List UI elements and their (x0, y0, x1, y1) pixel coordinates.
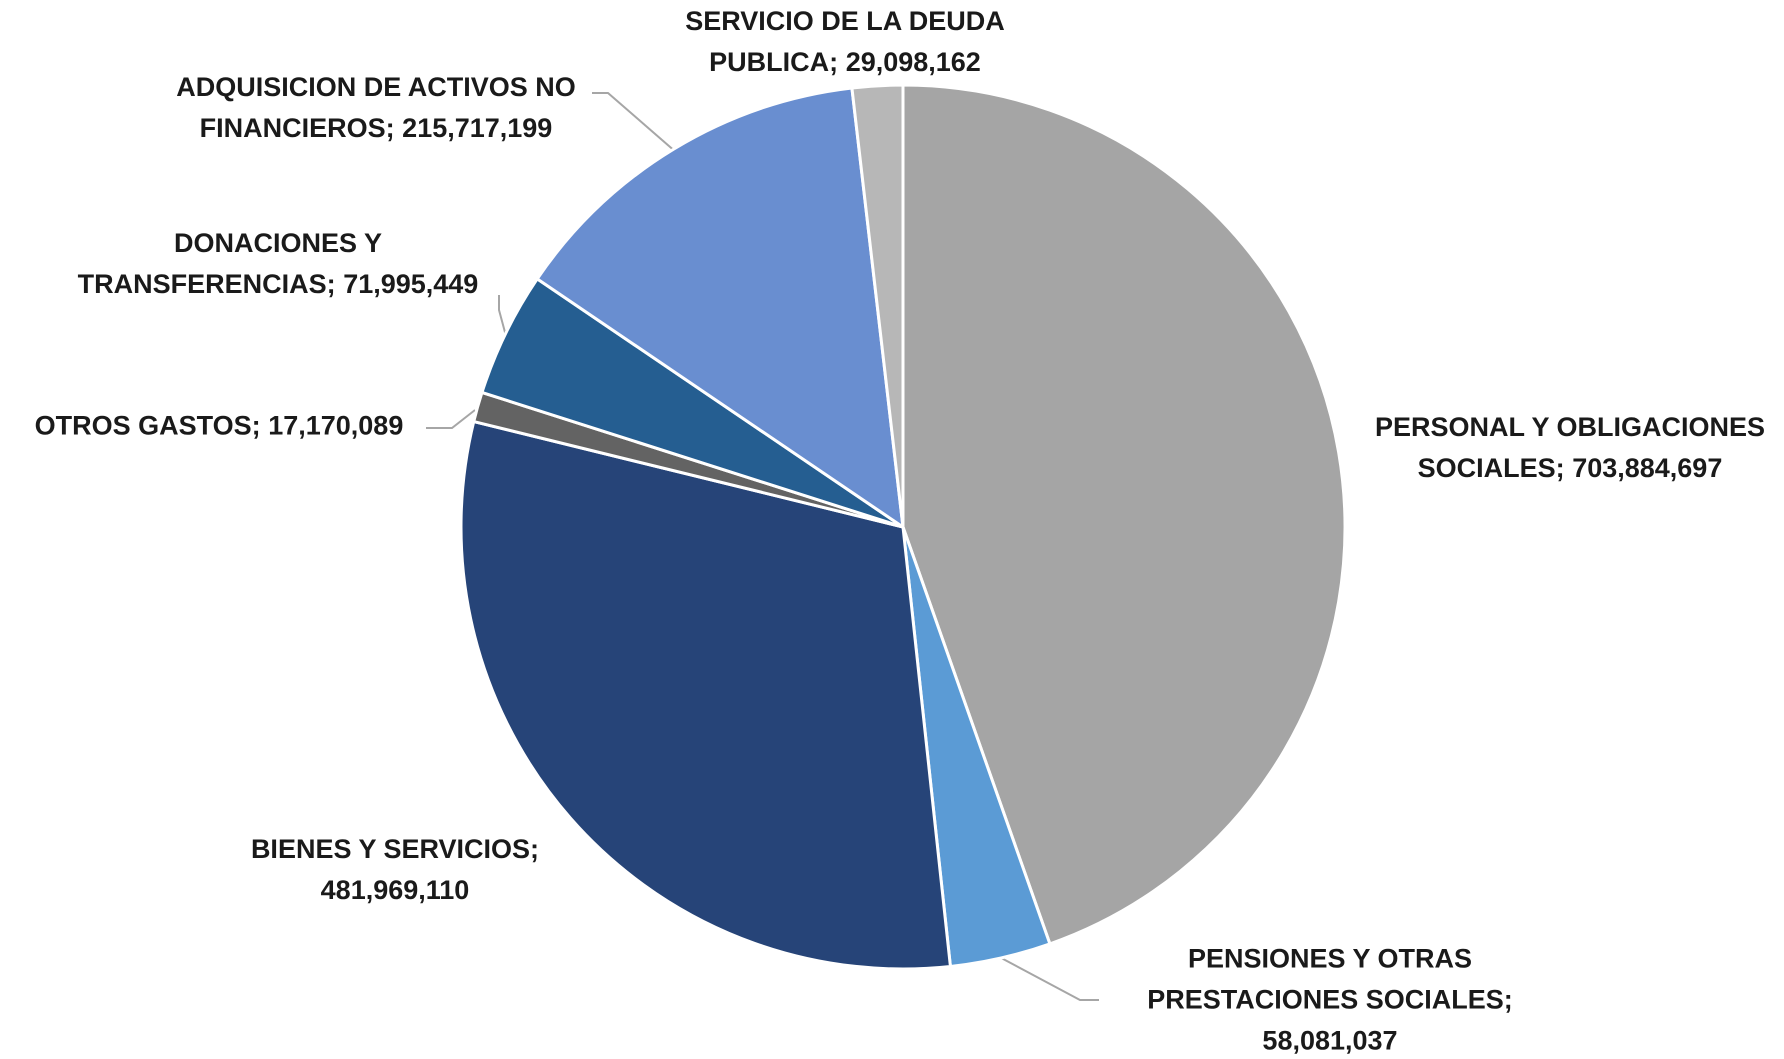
leader-line (592, 92, 678, 154)
pie-slice (901, 83, 1347, 946)
category-label: SERVICIO DE LA DEUDA PUBLICA; (685, 6, 1005, 77)
value-label: 481,969,110 (320, 875, 470, 905)
category-label: PERSONAL Y OBLIGACIONES SOCIALES; (1374, 412, 1766, 483)
leader-line (426, 409, 476, 429)
value-label: 17,170,089 (268, 410, 404, 441)
value-label: 71,995,449 (343, 269, 479, 299)
data-label: SERVICIO DE LA DEUDA PUBLICA; 29,098,162 (665, 1, 1025, 83)
category-label: PENSIONES Y OTRAS PRESTACIONES SOCIALES; (1147, 943, 1513, 1015)
leader-line (989, 951, 1099, 1001)
value-label: 703,884,697 (1572, 453, 1723, 483)
data-label: PENSIONES Y OTRAS PRESTACIONES SOCIALES;… (1130, 939, 1530, 1059)
category-label: ADQUISICION DE ACTIVOS NO FINANCIEROS; (176, 72, 576, 143)
data-label: ADQUISICION DE ACTIVOS NO FINANCIEROS; 2… (146, 67, 606, 149)
category-label: OTROS GASTOS; (34, 410, 261, 441)
data-label: PERSONAL Y OBLIGACIONES SOCIALES; 703,88… (1370, 407, 1770, 489)
value-label: 29,098,162 (845, 47, 981, 77)
data-label: OTROS GASTOS; 17,170,089 (0, 406, 449, 447)
leader-line (498, 295, 507, 337)
value-label: 215,717,199 (402, 113, 553, 143)
pie-slice (535, 86, 905, 531)
category-label: DONACIONES Y TRANSFERENCIAS; (77, 228, 383, 299)
data-label: DONACIONES Y TRANSFERENCIAS; 71,995,449 (58, 223, 498, 305)
value-label: 58,081,037 (1262, 1025, 1398, 1056)
pie-slice (459, 419, 953, 971)
pie-slice (850, 83, 905, 528)
category-label: BIENES Y SERVICIOS; (250, 834, 540, 864)
data-label: BIENES Y SERVICIOS; 481,969,110 (245, 829, 545, 911)
